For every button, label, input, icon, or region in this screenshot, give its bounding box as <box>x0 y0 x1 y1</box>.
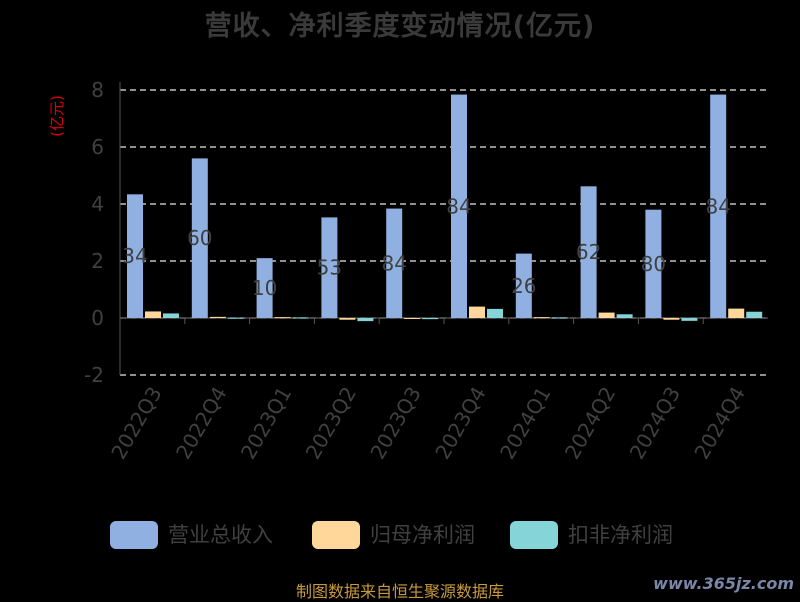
bar <box>404 318 421 319</box>
x-tick-label: 2022Q3 <box>106 383 166 464</box>
data-label: 60 <box>187 226 212 250</box>
data-source-note: 制图数据来自恒生聚源数据库 <box>295 582 504 601</box>
bar <box>728 308 745 318</box>
bar <box>227 317 244 319</box>
bar <box>487 308 503 318</box>
x-tick-label: 2023Q2 <box>301 383 361 464</box>
legend-label: 扣非净利润 <box>568 523 673 547</box>
bar <box>127 194 143 318</box>
data-label: 62 <box>576 240 601 264</box>
x-tick-label: 2024Q3 <box>625 383 685 464</box>
bar <box>710 94 727 318</box>
x-tick-label: 2024Q2 <box>560 383 620 464</box>
bar <box>191 158 208 318</box>
bar <box>292 317 309 319</box>
legend-swatch <box>110 521 158 549</box>
bar <box>321 217 338 318</box>
y-tick-label: 8 <box>91 78 104 102</box>
data-label: 84 <box>446 194 471 218</box>
x-tick-label: 2023Q1 <box>236 383 296 464</box>
x-tick-label: 2024Q1 <box>495 383 555 464</box>
bar <box>469 306 485 318</box>
watermark: www.365jz.com <box>653 574 794 593</box>
data-label: 10 <box>252 276 277 300</box>
data-label: 34 <box>122 244 147 268</box>
bar <box>551 317 568 319</box>
bar <box>451 94 467 318</box>
legend-swatch <box>312 521 360 549</box>
bar <box>598 312 615 318</box>
x-tick-label: 2023Q4 <box>430 383 490 464</box>
legend-label: 归母净利润 <box>370 523 475 547</box>
bar <box>681 318 698 321</box>
bar <box>339 318 356 320</box>
data-label: 84 <box>381 251 406 275</box>
y-tick-label: 0 <box>91 306 104 330</box>
bar <box>616 314 633 318</box>
bar <box>422 318 439 320</box>
bar <box>515 253 532 318</box>
y-tick-label: 2 <box>91 249 104 273</box>
chart-title: 营收、净利季度变动情况(亿元) <box>204 11 596 42</box>
bar <box>386 208 403 318</box>
data-label: 53 <box>317 256 342 280</box>
y-tick-label: -2 <box>84 363 104 387</box>
x-tick-label: 2024Q4 <box>689 383 749 464</box>
bar <box>746 311 763 318</box>
bar <box>145 311 161 318</box>
bar <box>357 318 374 322</box>
bar <box>163 313 179 318</box>
bar <box>256 258 273 318</box>
legend-label: 营业总收入 <box>168 523 273 547</box>
y-tick-label: 4 <box>91 192 104 216</box>
bar <box>274 317 291 319</box>
bar <box>533 317 550 319</box>
data-label: 26 <box>511 274 536 298</box>
x-tick-label: 2023Q3 <box>365 383 425 464</box>
y-tick-label: 6 <box>91 135 104 159</box>
y-axis-label: (亿元) <box>48 95 66 137</box>
data-label: 80 <box>641 252 666 276</box>
bar <box>209 316 226 318</box>
bar <box>663 318 680 320</box>
bar <box>580 186 597 318</box>
data-label: 84 <box>705 194 730 218</box>
bar <box>645 209 662 318</box>
legend-swatch <box>510 521 558 549</box>
x-tick-label: 2022Q4 <box>171 383 231 464</box>
